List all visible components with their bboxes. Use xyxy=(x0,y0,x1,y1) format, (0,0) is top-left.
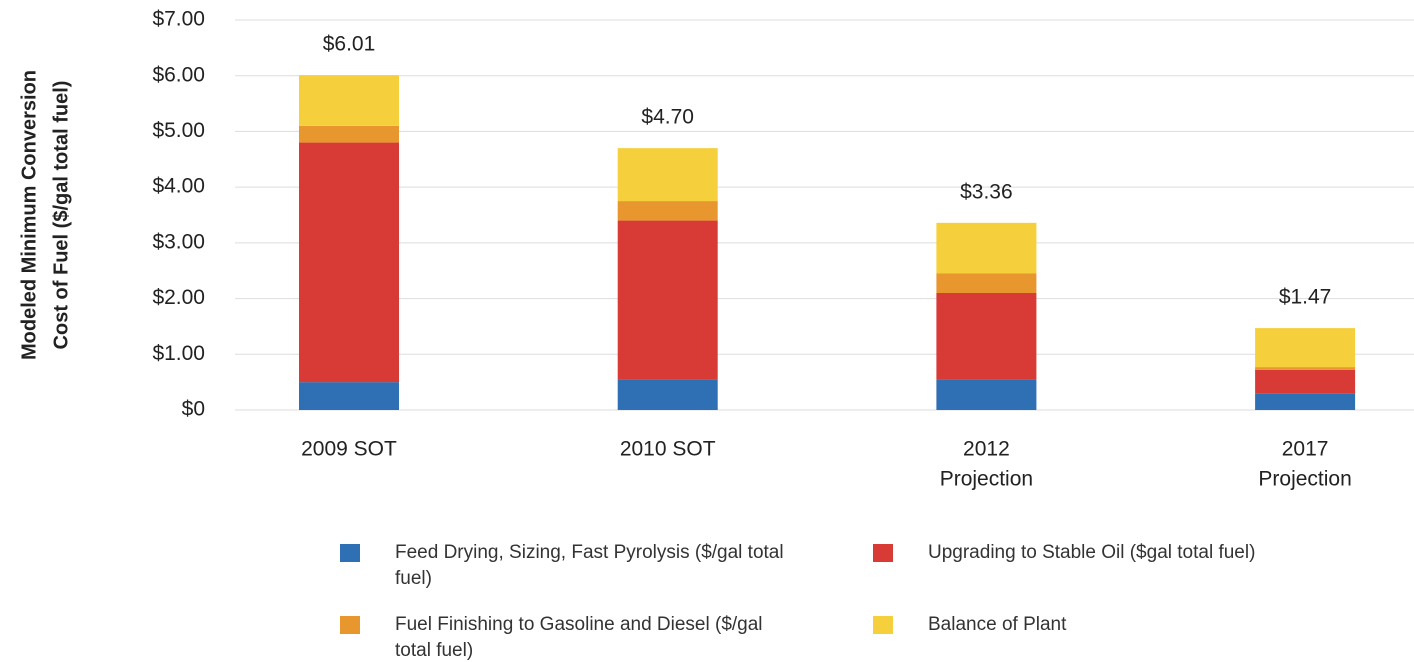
x-tick-label: Projection xyxy=(1258,468,1351,491)
bar-segment xyxy=(1255,393,1356,410)
bar-segment xyxy=(617,379,718,410)
y-tick-label: $3.00 xyxy=(152,230,205,253)
legend-item: Fuel Finishing to Gasoline and Diesel ($… xyxy=(340,612,765,662)
total-label: $3.36 xyxy=(960,180,1013,203)
y-tick-label: $5.00 xyxy=(152,119,205,142)
bar-segment xyxy=(299,142,399,383)
x-tick-label: 2009 SOT xyxy=(301,438,397,461)
legend-label: Feed Drying, Sizing, Fast Pyrolysis ($/g… xyxy=(395,542,784,589)
bar-segment xyxy=(936,222,1037,274)
chart: Modeled Minimum Conversion Cost of Fuel (… xyxy=(18,8,1414,491)
y-axis-label: Modeled Minimum Conversion xyxy=(18,70,40,360)
y-tick-label: $4.00 xyxy=(152,175,205,198)
y-axis-label: Cost of Fuel ($/gal total fuel) xyxy=(50,81,72,350)
total-label: $6.01 xyxy=(323,33,376,56)
bar-segment xyxy=(617,201,718,221)
x-tick-label: 2010 SOT xyxy=(620,438,716,461)
x-tick-label: 2017 xyxy=(1282,438,1329,461)
y-tick-label: $1.00 xyxy=(152,342,205,365)
legend-item: Feed Drying, Sizing, Fast Pyrolysis ($/g… xyxy=(340,540,800,592)
bar-segment xyxy=(299,125,399,143)
bar-segment xyxy=(1255,367,1356,370)
legend-swatch xyxy=(340,616,360,634)
legend-label: Upgrading to Stable Oil ($gal total fuel… xyxy=(928,542,1256,563)
legend-swatch xyxy=(873,544,893,562)
legend-label: Fuel Finishing to Gasoline and Diesel ($… xyxy=(395,614,763,661)
bar-segment xyxy=(936,293,1037,380)
y-tick-label: $6.00 xyxy=(152,63,205,86)
y-tick-label: $7.00 xyxy=(152,8,205,31)
legend-label: Balance of Plant xyxy=(928,614,1067,635)
x-tick-label: 2012 xyxy=(963,438,1010,461)
bar-segment xyxy=(617,220,718,380)
bar-segment xyxy=(1255,328,1356,368)
bar-segment xyxy=(299,382,399,410)
bar-segment xyxy=(299,75,399,126)
bar-segment xyxy=(936,273,1037,293)
total-label: $4.70 xyxy=(641,106,694,129)
legend-item: Balance of Plant xyxy=(873,612,1258,638)
y-tick-label: $2.00 xyxy=(152,286,205,309)
legend-swatch xyxy=(873,616,893,634)
x-tick-label: Projection xyxy=(940,468,1033,491)
bar-segment xyxy=(1255,369,1356,394)
y-tick-label: $0 xyxy=(182,398,205,421)
bar-segment xyxy=(617,148,718,202)
legend-item: Upgrading to Stable Oil ($gal total fuel… xyxy=(873,540,1258,566)
legend-swatch xyxy=(340,544,360,562)
total-label: $1.47 xyxy=(1279,286,1332,309)
bar-segment xyxy=(936,379,1037,410)
